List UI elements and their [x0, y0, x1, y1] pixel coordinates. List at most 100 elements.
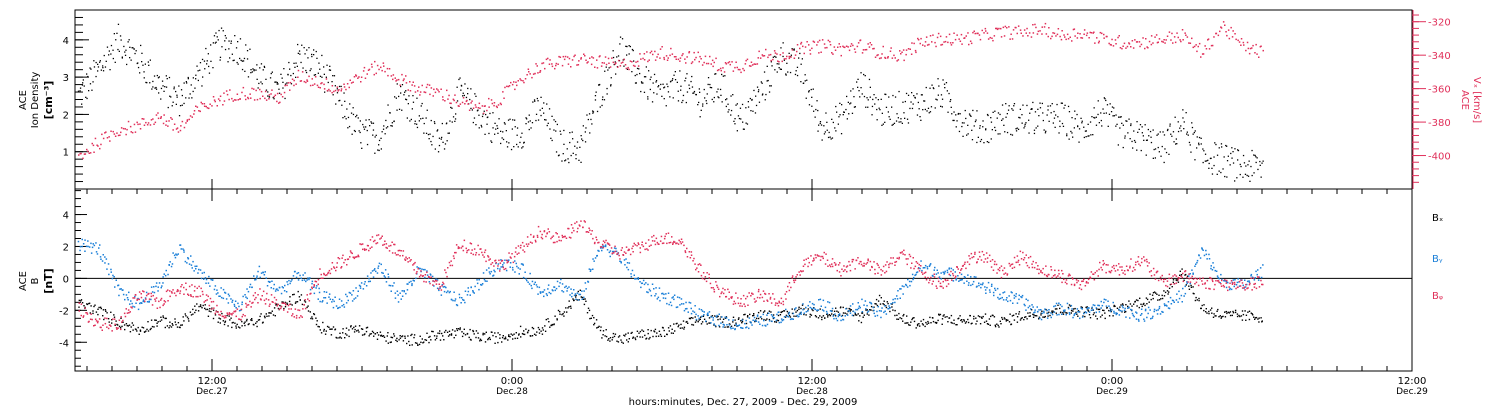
data-point	[905, 283, 907, 286]
data-point	[563, 311, 566, 313]
data-point	[690, 307, 692, 310]
data-point	[1204, 160, 1206, 162]
data-point	[629, 45, 631, 48]
data-point	[366, 326, 369, 329]
data-point	[428, 336, 430, 338]
data-point	[418, 115, 420, 117]
data-point	[747, 106, 750, 108]
data-point	[679, 70, 681, 72]
data-point	[533, 283, 535, 285]
data-point	[723, 71, 726, 73]
data-point	[1239, 315, 1241, 318]
data-point	[1100, 112, 1102, 114]
data-point	[323, 328, 325, 331]
data-point	[782, 52, 784, 54]
data-point	[123, 45, 125, 48]
data-point	[247, 96, 249, 99]
data-point	[1258, 321, 1260, 323]
data-point	[503, 262, 505, 264]
data-point	[428, 138, 430, 140]
data-point	[114, 323, 116, 326]
data-point	[586, 62, 588, 64]
data-point	[237, 326, 240, 328]
data-point	[225, 37, 227, 39]
data-point	[789, 318, 792, 321]
data-point	[520, 336, 522, 338]
data-point	[360, 76, 363, 78]
data-point	[302, 67, 304, 69]
data-point	[1002, 299, 1005, 301]
data-point	[1015, 128, 1017, 130]
data-point	[241, 68, 244, 71]
data-point	[679, 57, 682, 59]
data-point	[938, 276, 941, 278]
data-point	[820, 305, 822, 307]
data-point	[1180, 274, 1183, 276]
data-point	[1072, 316, 1074, 319]
data-point	[1019, 319, 1022, 321]
data-point	[816, 100, 818, 102]
data-point	[745, 59, 747, 62]
data-point	[1031, 108, 1033, 110]
data-point	[555, 151, 558, 153]
data-point	[309, 288, 312, 291]
data-point	[785, 74, 787, 76]
data-point	[890, 303, 892, 305]
data-point	[842, 312, 845, 314]
data-point	[410, 280, 412, 283]
data-point	[1216, 310, 1218, 312]
data-point	[162, 282, 164, 284]
data-point	[727, 103, 729, 105]
data-point	[1005, 319, 1008, 321]
data-point	[399, 337, 402, 339]
data-point	[1086, 32, 1089, 34]
data-point	[454, 94, 456, 96]
data-point	[969, 114, 971, 116]
data-point	[204, 304, 206, 306]
data-point	[146, 124, 149, 126]
data-point	[1190, 151, 1192, 153]
data-point	[319, 68, 321, 70]
data-point	[1103, 301, 1105, 304]
data-point	[592, 268, 594, 270]
data-point	[383, 275, 385, 277]
data-point	[290, 280, 292, 283]
data-point	[380, 66, 382, 69]
data-point	[104, 66, 107, 68]
data-point	[730, 95, 732, 97]
data-point	[1104, 98, 1106, 100]
data-point	[714, 73, 716, 75]
data-point	[1255, 270, 1257, 273]
data-point	[778, 311, 780, 313]
data-point	[924, 108, 926, 111]
data-point	[372, 122, 375, 124]
data-point	[311, 318, 314, 320]
data-point	[566, 56, 569, 58]
data-point	[1122, 304, 1124, 306]
data-point	[842, 306, 844, 309]
data-point	[90, 313, 92, 315]
data-point	[556, 319, 558, 321]
data-point	[1128, 306, 1130, 308]
data-point	[793, 57, 796, 59]
data-point	[1204, 45, 1206, 47]
data-point	[280, 93, 282, 96]
data-point	[80, 299, 83, 301]
data-point	[205, 278, 208, 281]
data-point	[477, 107, 480, 109]
data-point	[673, 323, 675, 325]
data-point	[780, 318, 783, 320]
data-point	[1038, 309, 1040, 311]
data-point	[122, 127, 125, 130]
data-point	[1051, 312, 1053, 314]
data-point	[296, 272, 298, 275]
data-point	[241, 301, 243, 303]
data-point	[1218, 147, 1220, 149]
data-point	[144, 63, 146, 65]
data-point	[656, 93, 658, 95]
data-point	[1061, 305, 1063, 308]
data-point	[1064, 309, 1066, 311]
data-point	[603, 245, 605, 248]
data-point	[511, 266, 514, 269]
data-point	[497, 332, 499, 334]
